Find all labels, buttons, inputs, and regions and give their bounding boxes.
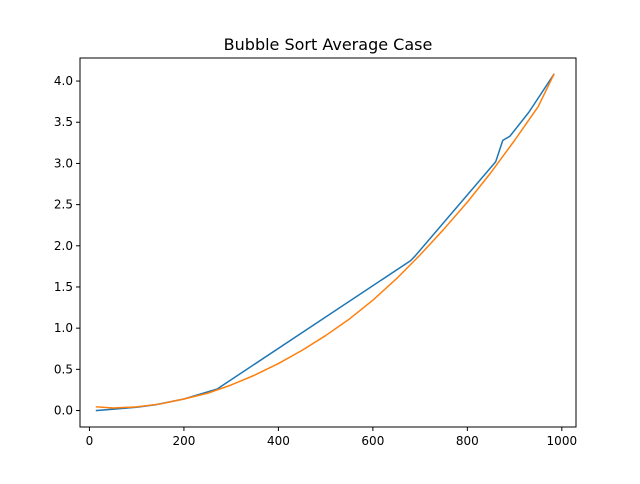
series-layer	[95, 73, 555, 412]
y-tick-label: 0.0	[54, 404, 73, 418]
plot-area-frame	[79, 57, 577, 428]
y-axis: 0.0 0.5 1.0 1.5 2.0 2.5 3.0 3.5 4.0	[54, 74, 80, 418]
y-tick-label: 3.0	[54, 156, 73, 170]
x-axis: 0 200 400 600 800 1000	[86, 427, 577, 448]
y-tick-label: 4.0	[54, 74, 73, 88]
x-tick-label: 600	[361, 434, 384, 448]
x-tick-label: 400	[267, 434, 290, 448]
x-tick-label: 0	[86, 434, 94, 448]
series-line-2	[95, 73, 555, 409]
x-tick-label: 1000	[547, 434, 578, 448]
y-tick-label: 1.0	[54, 321, 73, 335]
series-line-1	[95, 73, 555, 412]
x-tick-label: 200	[172, 434, 195, 448]
y-tick-label: 3.5	[54, 115, 73, 129]
y-tick-label: 2.0	[54, 239, 73, 253]
y-tick-label: 2.5	[54, 198, 73, 212]
chart-title: Bubble Sort Average Case	[224, 35, 433, 54]
x-tick-label: 800	[456, 434, 479, 448]
y-tick-label: 1.5	[54, 280, 73, 294]
y-tick-label: 0.5	[54, 362, 73, 376]
